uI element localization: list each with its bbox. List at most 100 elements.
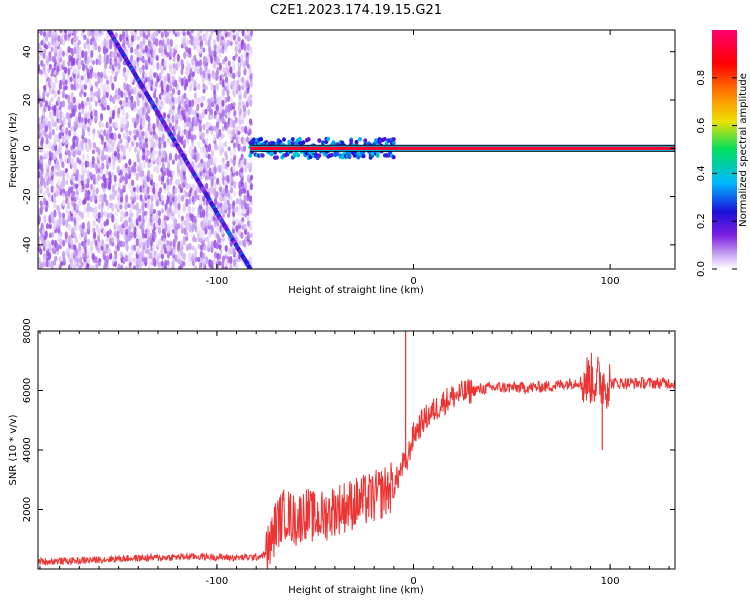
heatmap-cell: [191, 245, 195, 251]
heatmap-cell: [54, 133, 58, 141]
heatmap-cell: [227, 103, 231, 113]
heatmap-cell: [249, 219, 253, 226]
heatmap-cell: [213, 110, 218, 116]
heatmap-cell: [72, 57, 76, 66]
heatmap-cell: [160, 240, 164, 247]
heatmap-cell: [112, 121, 116, 129]
heatmap-cell: [158, 141, 162, 150]
heatmap-cell: [244, 228, 248, 236]
heatmap-cell: [48, 30, 52, 34]
heatmap-cell: [224, 56, 228, 62]
heatmap-cell: [81, 166, 85, 175]
heatmap-cell: [219, 248, 223, 255]
heatmap-cell: [53, 259, 57, 266]
heatmap-cell: [86, 111, 90, 119]
heatmap-cell: [183, 51, 187, 60]
heatmap-cell: [39, 30, 43, 36]
heatmap-cell: [67, 94, 71, 104]
heatmap-cell: [98, 53, 102, 63]
heatmap-cell: [248, 195, 253, 203]
heatmap-cell: [233, 154, 237, 161]
heatmap-cell: [156, 248, 160, 255]
heatmap-cell: [214, 251, 218, 259]
heatmap-cell: [119, 251, 123, 258]
heatmap-cell: [301, 140, 306, 145]
heatmap-cell: [59, 56, 63, 63]
heatmap-cell: [64, 33, 68, 41]
heatmap-cell: [130, 212, 134, 218]
heatmap-cell: [317, 153, 322, 158]
heatmap-cell: [196, 112, 200, 118]
heatmap-cell: [229, 133, 233, 142]
heatmap-cell: [56, 235, 60, 243]
heatmap-cell: [38, 162, 41, 170]
heatmap-cell: [101, 239, 105, 247]
heatmap-cell: [191, 206, 195, 213]
heatmap-cell: [141, 64, 145, 71]
heatmap-cell: [50, 116, 55, 126]
heatmap-cell: [361, 153, 366, 159]
heatmap-cell: [216, 201, 220, 210]
heatmap-cell: [84, 50, 88, 59]
heatmap-cell: [235, 223, 239, 232]
heatmap-cell: [169, 240, 173, 247]
heatmap-cell: [109, 38, 113, 47]
heatmap-cell: [259, 137, 263, 142]
heatmap-cell: [100, 134, 104, 141]
heatmap-cell: [193, 215, 197, 224]
heatmap-cell: [168, 170, 173, 178]
heatmap-cell: [167, 162, 171, 169]
heatmap-cell: [81, 30, 86, 33]
heatmap-cell: [174, 153, 178, 161]
heatmap-cell: [86, 247, 90, 257]
heatmap-cell: [149, 125, 153, 132]
heatmap-cell: [42, 191, 47, 198]
heatmap-cell: [187, 116, 192, 123]
heatmap-cell: [42, 96, 46, 103]
heatmap-cell: [160, 68, 164, 74]
heatmap-cell: [224, 150, 228, 157]
heatmap-cell: [130, 132, 134, 141]
heatmap-cell: [160, 260, 164, 267]
heatmap-cell: [62, 198, 66, 207]
heatmap-cell: [75, 116, 79, 123]
heatmap-cell: [202, 146, 206, 152]
heatmap-cell: [121, 116, 126, 125]
heatmap-cell: [249, 79, 253, 88]
heatmap-cell: [111, 237, 115, 243]
heatmap-cell: [84, 112, 88, 119]
heatmap-cell: [90, 50, 94, 58]
heatmap-cell: [185, 39, 189, 47]
heatmap-cell: [55, 112, 60, 119]
heatmap-cell: [91, 207, 95, 213]
heatmap-cell: [218, 128, 222, 138]
snr-ylabel: SNR (10 * v/v): [8, 414, 19, 485]
heatmap-cell: [125, 211, 129, 217]
heatmap-cell: [218, 181, 222, 188]
heatmap-cell: [99, 71, 103, 79]
heatmap-cell: [48, 131, 52, 140]
heatmap-cell: [186, 30, 190, 36]
heatmap-cell: [138, 113, 142, 119]
heatmap-cell: [177, 95, 181, 104]
heatmap-cell: [148, 158, 152, 164]
heatmap-cell: [59, 238, 63, 246]
heatmap-cell: [198, 59, 203, 67]
heatmap-cell: [161, 38, 165, 47]
heatmap-cell: [81, 247, 85, 254]
heatmap-cell: [166, 31, 170, 37]
heatmap-cell: [155, 72, 159, 79]
heatmap-cell: [179, 158, 183, 166]
heatmap-cell: [106, 83, 110, 93]
heatmap-cell: [136, 43, 140, 51]
heatmap-cell: [204, 56, 208, 63]
heatmap-cell: [212, 38, 216, 46]
heatmap-cell: [73, 231, 77, 239]
heatmap-cell: [185, 46, 189, 53]
heatmap-cell: [204, 174, 209, 181]
heatmap-cell: [75, 67, 79, 75]
heatmap-cell: [42, 227, 46, 236]
spectrogram-panel: -100 0 100 -40 -20 0 20 40 Height of straight l…: [8, 29, 676, 296]
heatmap-cell: [144, 44, 148, 54]
heatmap-cell: [106, 129, 110, 135]
